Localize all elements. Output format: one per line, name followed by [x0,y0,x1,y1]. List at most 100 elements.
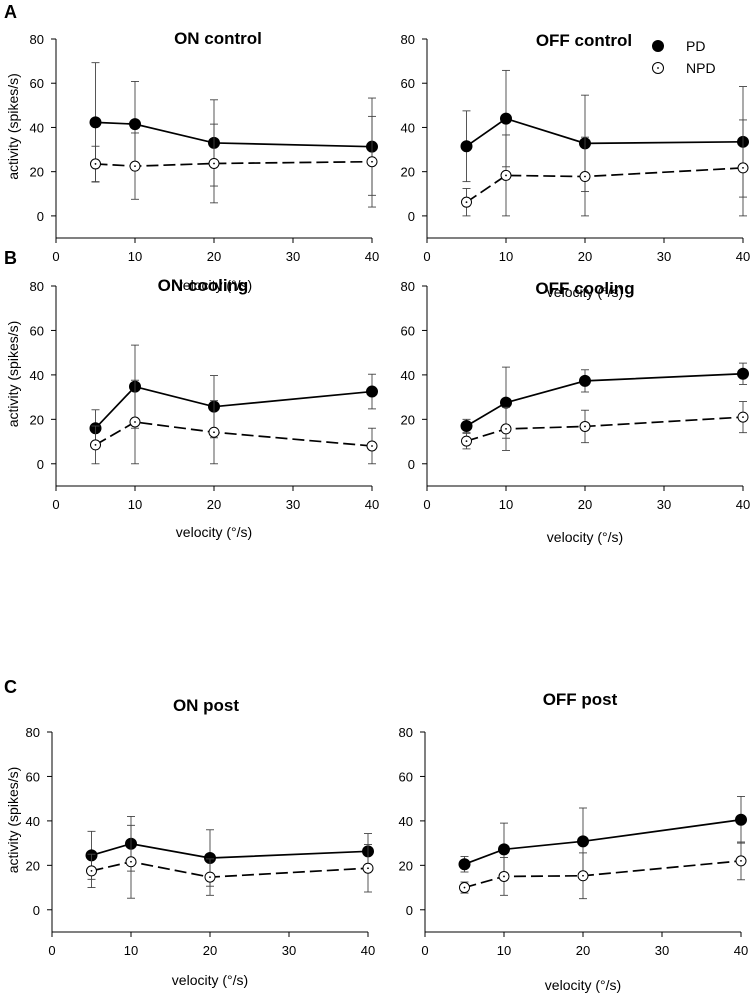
y-tick-label: 80 [401,32,415,47]
y-tick-label: 0 [37,457,44,472]
series-line-npd [95,421,373,447]
data-point-pd [458,858,471,871]
data-point-npd-dot [371,445,373,447]
panel-title: ON cooling [158,276,249,295]
data-point-npd-dot [213,162,215,165]
data-point-pd [460,140,473,153]
x-tick-label: 0 [52,497,59,512]
data-point-pd [498,843,510,856]
series-pd [89,344,378,448]
x-tick-label: 10 [499,497,513,512]
x-tick-label: 30 [282,943,296,958]
x-tick-label: 0 [48,943,55,958]
x-tick-label: 10 [497,943,511,958]
x-axis-title: velocity (°/s) [176,524,252,540]
y-tick-label: 0 [33,903,40,918]
series-line-npd [466,167,744,203]
x-tick-label: 20 [578,249,592,264]
x-tick-label: 30 [655,943,669,958]
series-line-npd [466,416,744,442]
x-tick-label: 40 [361,943,375,958]
data-point-npd-dot [465,201,468,204]
legend-npd-label: NPD [686,60,716,76]
y-tick-label: 60 [30,76,44,91]
legend: PD NPD [652,38,716,76]
series-line-npd [464,860,742,889]
data-point-npd-dot [213,431,215,434]
panel-on-control: 0 20 40 60 80 0 10 20 30 40 velocity (°/s) activity… [4,2,379,293]
data-point-npd-dot [90,869,93,872]
data-point-npd-dot [505,174,507,177]
data-point-npd-dot [94,443,97,446]
panel-title: OFF control [536,31,632,50]
series-line-pd [91,842,369,859]
y-tick-label: 40 [401,120,415,135]
x-tick-label: 20 [207,497,221,512]
panel-letter: B [4,248,17,268]
data-point-npd-dot [582,874,584,877]
y-tick-label: 80 [30,279,44,294]
panel-title: OFF cooling [535,279,634,298]
y-tick-label: 60 [399,769,413,784]
y-tick-label: 40 [30,120,44,135]
x-tick-label: 10 [128,497,142,512]
data-point-pd [737,367,749,380]
data-point-npd-dot [134,165,136,168]
data-point-pd [579,374,591,387]
series-npd [90,115,378,208]
x-tick-label: 40 [365,249,379,264]
y-tick-label: 60 [401,323,415,338]
panel-title: ON post [173,696,239,715]
x-tick-label: 30 [657,497,671,512]
panel-off-control: 0 20 40 60 80 0 10 20 30 40 velocity (°/s) OFF cont… [401,31,751,300]
x-axis-title: velocity (°/s) [176,277,252,293]
series-pd [458,795,747,877]
x-tick-label: 40 [736,249,750,264]
panel-letter: C [4,677,17,697]
x-tick-label: 0 [52,249,59,264]
y-tick-label: 20 [401,412,415,427]
x-tick-label: 20 [207,249,221,264]
data-point-pd [577,835,589,848]
series-npd [459,841,747,900]
x-axis-title: velocity (°/s) [547,529,623,545]
y-tick-label: 60 [30,323,44,338]
series-line-pd [464,818,742,866]
panel-letter: A [4,2,17,22]
y-tick-label: 40 [26,814,40,829]
y-tick-label: 40 [399,814,413,829]
data-point-pd [735,813,747,826]
series-npd [86,824,374,899]
legend-npd-dot [657,67,659,69]
data-point-npd-dot [130,860,132,863]
panel-title: OFF post [543,690,618,709]
y-tick-label: 80 [399,725,413,740]
data-point-npd-dot [463,886,466,889]
y-tick-label: 0 [408,457,415,472]
y-tick-label: 20 [26,858,40,873]
y-tick-label: 80 [30,32,44,47]
x-axis-title: velocity (°/s) [547,284,623,300]
data-point-npd-dot [503,875,505,878]
series-pd [89,62,378,196]
x-tick-label: 10 [499,249,513,264]
series-line-pd [95,121,373,148]
y-tick-label: 20 [399,858,413,873]
data-point-npd-dot [505,427,507,430]
series-npd [461,119,749,217]
panel-on-post: 0 20 40 60 80 0 10 20 30 40 velocity (°/s) activity… [4,677,375,988]
x-tick-label: 30 [286,249,300,264]
x-tick-label: 30 [286,497,300,512]
data-point-pd [366,385,378,398]
x-tick-label: 40 [365,497,379,512]
panel-on-cooling: 0 20 40 60 80 0 10 20 30 40 velocity (°/s) activity… [4,248,379,540]
x-tick-label: 40 [736,497,750,512]
series-line-npd [95,160,373,167]
x-tick-label: 20 [203,943,217,958]
y-tick-label: 0 [37,209,44,224]
y-axis-title: activity (spikes/s) [5,321,21,428]
y-tick-label: 20 [30,165,44,180]
series-line-pd [466,372,744,427]
data-point-pd [129,118,141,131]
series-npd [90,379,378,465]
